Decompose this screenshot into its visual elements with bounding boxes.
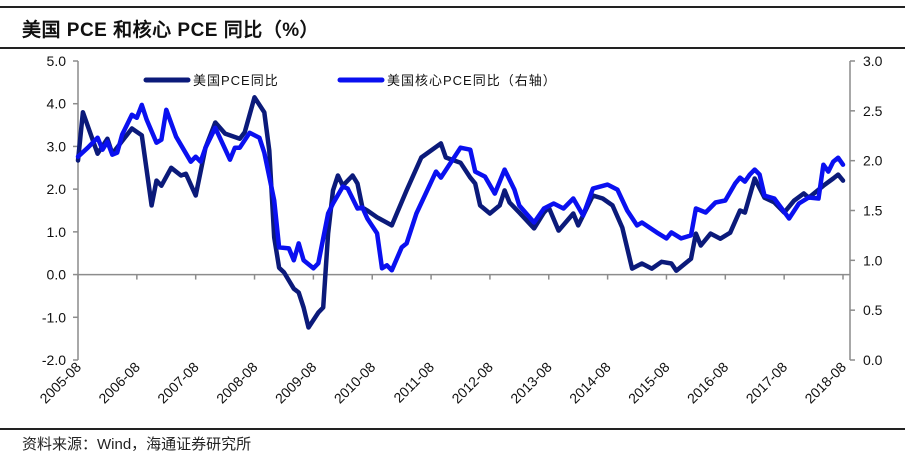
x-tick-label: 2011-08 xyxy=(390,359,437,406)
top-rule xyxy=(0,6,905,8)
right-y-tick-label: 0.0 xyxy=(863,352,883,368)
right-y-tick-label: 2.0 xyxy=(863,153,883,169)
x-tick-label: 2016-08 xyxy=(684,359,732,407)
x-tick-label: 2010-08 xyxy=(331,359,379,407)
legend-label: 美国核心PCE同比（右轴） xyxy=(387,73,557,88)
x-tick-label: 2015-08 xyxy=(625,359,673,407)
left-y-tick-label: 5.0 xyxy=(47,53,67,69)
left-y-tick-label: 0.0 xyxy=(47,267,67,283)
chart-title: 美国 PCE 和核心 PCE 同比（%） xyxy=(22,20,320,41)
left-y-tick-label: -2.0 xyxy=(42,352,66,368)
series-line-core-pce xyxy=(75,102,846,273)
x-tick-label: 2018-08 xyxy=(801,359,849,407)
left-y-tick-label: 4.0 xyxy=(47,96,67,112)
right-y-tick-label: 1.0 xyxy=(863,252,883,268)
x-tick-label: 2012-08 xyxy=(448,359,496,407)
x-tick-label: 2006-08 xyxy=(95,359,143,407)
x-tick-label: 2008-08 xyxy=(213,359,261,407)
right-y-tick-label: 3.0 xyxy=(863,53,883,69)
series-line-pce xyxy=(75,95,846,330)
x-tick-label: 2007-08 xyxy=(154,359,202,407)
x-tick-label: 2013-08 xyxy=(507,359,555,407)
x-tick-label: 2017-08 xyxy=(743,359,791,407)
bottom-rule xyxy=(0,428,905,430)
legend-label: 美国PCE同比 xyxy=(193,73,279,88)
x-tick-label: 2009-08 xyxy=(272,359,320,407)
left-y-tick-label: 2.0 xyxy=(47,181,67,197)
right-y-tick-label: 2.5 xyxy=(863,103,883,119)
title-rule xyxy=(0,47,905,49)
source-note: 资料来源：Wind，海通证券研究所 xyxy=(22,436,252,453)
left-y-tick-label: 3.0 xyxy=(47,138,67,154)
right-y-tick-label: 0.5 xyxy=(863,302,883,318)
right-y-tick-label: 1.5 xyxy=(863,203,883,219)
x-tick-label: 2014-08 xyxy=(566,359,614,407)
left-y-tick-label: -1.0 xyxy=(42,309,66,325)
left-y-tick-label: 1.0 xyxy=(47,224,67,240)
